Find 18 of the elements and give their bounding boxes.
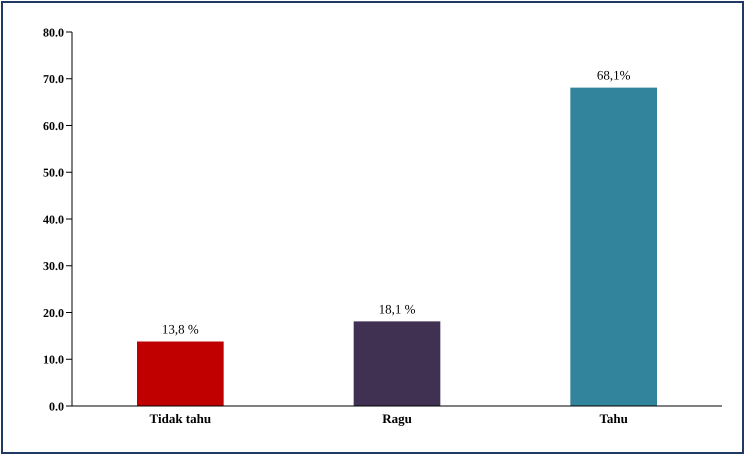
bar xyxy=(570,88,657,406)
y-tick-label: 20.0 xyxy=(43,306,64,320)
x-tick-label: Ragu xyxy=(382,411,412,426)
data-label: 13,8 % xyxy=(162,321,199,336)
y-tick-label: 30.0 xyxy=(43,259,64,274)
y-tick-label: 50.0 xyxy=(43,166,64,180)
bar xyxy=(137,341,224,406)
y-tick-label: 40.0 xyxy=(43,212,64,226)
y-tick-label: 80.0 xyxy=(43,25,64,40)
bar xyxy=(354,321,440,406)
y-tick-label: 0.0 xyxy=(49,399,64,414)
x-tick-label: Tahu xyxy=(599,411,628,426)
y-tick-label: 70.0 xyxy=(43,72,64,86)
data-label: 68,1% xyxy=(596,68,631,83)
data-label: 18,1 % xyxy=(378,301,416,316)
y-tick-label: 10.0 xyxy=(43,352,64,367)
x-tick-label: Tidak tahu xyxy=(150,411,212,426)
y-tick-label: 60.0 xyxy=(43,118,64,133)
